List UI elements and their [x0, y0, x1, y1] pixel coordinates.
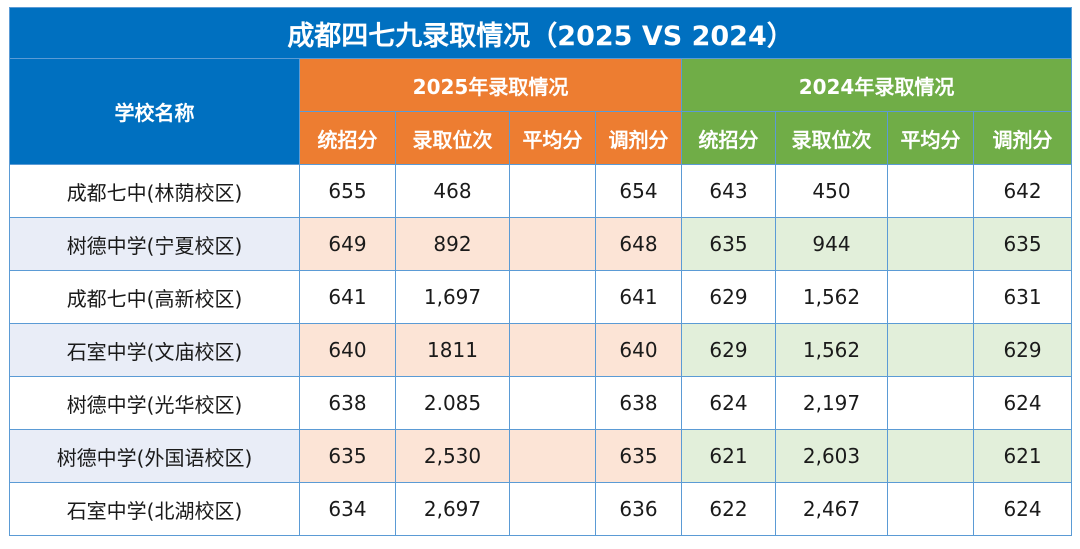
cell-2025-average	[509, 429, 596, 483]
table-row: 石室中学(文庙校区) 640 1811 640 629 1,562 629	[9, 323, 1073, 377]
col-header-2024-average: 平均分	[887, 111, 974, 165]
cell-2024-unified: 621	[681, 429, 776, 483]
cell-2024-rank: 1,562	[775, 270, 888, 324]
group-header-2025: 2025年录取情况	[299, 58, 682, 112]
cell-2025-unified: 641	[299, 270, 396, 324]
admission-table-container: 成都四七九录取情况（2025 VS 2024） 学校名称 2025年录取情况 2…	[8, 7, 1073, 536]
cell-2024-unified: 629	[681, 323, 776, 377]
cell-2024-adjust: 621	[972, 429, 1073, 483]
cell-2024-average	[887, 482, 974, 536]
cell-2024-rank: 2,603	[775, 429, 888, 483]
school-cell: 成都七中(林荫校区)	[9, 164, 300, 218]
group-header-2024: 2024年录取情况	[680, 58, 1073, 112]
table-row: 成都七中(林荫校区) 655 468 654 643 450 642	[9, 164, 1073, 218]
cell-2024-adjust: 629	[972, 323, 1073, 377]
cell-2025-unified: 638	[299, 376, 396, 430]
table-row: 树德中学(光华校区) 638 2.085 638 624 2,197 624	[9, 376, 1073, 430]
table-row: 树德中学(外国语校区) 635 2,530 635 621 2,603 621	[9, 429, 1073, 483]
cell-2025-average	[509, 376, 596, 430]
cell-2024-average	[887, 270, 974, 324]
cell-2024-average	[887, 323, 974, 377]
cell-2024-unified: 643	[681, 164, 776, 218]
col-header-2024-unified-score: 统招分	[681, 111, 776, 165]
cell-2025-rank: 2,530	[395, 429, 510, 483]
col-header-2025-rank: 录取位次	[395, 111, 510, 165]
cell-2025-average	[509, 482, 596, 536]
cell-2025-adjust: 648	[595, 217, 682, 271]
cell-2024-average	[887, 164, 974, 218]
school-cell: 石室中学(北湖校区)	[9, 482, 300, 536]
cell-2025-unified: 649	[299, 217, 396, 271]
admission-table: 成都四七九录取情况（2025 VS 2024） 学校名称 2025年录取情况 2…	[8, 7, 1073, 536]
cell-2025-average	[509, 217, 596, 271]
cell-2024-rank: 2,197	[775, 376, 888, 430]
cell-2025-unified: 635	[299, 429, 396, 483]
school-cell: 树德中学(光华校区)	[9, 376, 300, 430]
cell-2025-adjust: 641	[595, 270, 682, 324]
cell-2025-adjust: 635	[595, 429, 682, 483]
school-cell: 树德中学(宁夏校区)	[9, 217, 300, 271]
cell-2025-rank: 2,697	[395, 482, 510, 536]
cell-2024-unified: 629	[681, 270, 776, 324]
cell-2025-average	[509, 164, 596, 218]
table-title: 成都四七九录取情况（2025 VS 2024）	[8, 7, 1073, 59]
col-header-2025-adjust-score: 调剂分	[595, 111, 682, 165]
cell-2025-adjust: 638	[595, 376, 682, 430]
cell-2025-average	[509, 270, 596, 324]
school-name-header: 学校名称	[9, 58, 300, 165]
cell-2025-average	[509, 323, 596, 377]
cell-2024-unified: 624	[681, 376, 776, 430]
cell-2024-average	[887, 429, 974, 483]
cell-2024-rank: 944	[775, 217, 888, 271]
cell-2024-adjust: 631	[972, 270, 1073, 324]
cell-2025-adjust: 636	[595, 482, 682, 536]
col-header-2025-unified-score: 统招分	[299, 111, 396, 165]
cell-2025-adjust: 654	[595, 164, 682, 218]
cell-2025-rank: 1811	[395, 323, 510, 377]
school-cell: 成都七中(高新校区)	[9, 270, 300, 324]
cell-2024-rank: 2,467	[775, 482, 888, 536]
cell-2025-rank: 892	[395, 217, 510, 271]
col-header-2025-average: 平均分	[509, 111, 596, 165]
cell-2025-rank: 468	[395, 164, 510, 218]
cell-2024-unified: 635	[681, 217, 776, 271]
cell-2025-rank: 1,697	[395, 270, 510, 324]
col-header-2024-rank: 录取位次	[775, 111, 888, 165]
table-row: 成都七中(高新校区) 641 1,697 641 629 1,562 631	[9, 270, 1073, 324]
school-cell: 石室中学(文庙校区)	[9, 323, 300, 377]
table-row: 石室中学(北湖校区) 634 2,697 636 622 2,467 624	[9, 482, 1073, 536]
cell-2024-adjust: 624	[972, 376, 1073, 430]
cell-2025-unified: 640	[299, 323, 396, 377]
cell-2024-adjust: 624	[972, 482, 1073, 536]
school-cell: 树德中学(外国语校区)	[9, 429, 300, 483]
cell-2024-adjust: 642	[972, 164, 1073, 218]
cell-2024-rank: 1,562	[775, 323, 888, 377]
cell-2025-unified: 634	[299, 482, 396, 536]
col-header-2024-adjust-score: 调剂分	[972, 111, 1073, 165]
cell-2024-average	[887, 217, 974, 271]
cell-2025-adjust: 640	[595, 323, 682, 377]
cell-2024-unified: 622	[681, 482, 776, 536]
cell-2024-average	[887, 376, 974, 430]
cell-2024-adjust: 635	[972, 217, 1073, 271]
cell-2024-rank: 450	[775, 164, 888, 218]
cell-2025-unified: 655	[299, 164, 396, 218]
cell-2025-rank: 2.085	[395, 376, 510, 430]
table-row: 树德中学(宁夏校区) 649 892 648 635 944 635	[9, 217, 1073, 271]
